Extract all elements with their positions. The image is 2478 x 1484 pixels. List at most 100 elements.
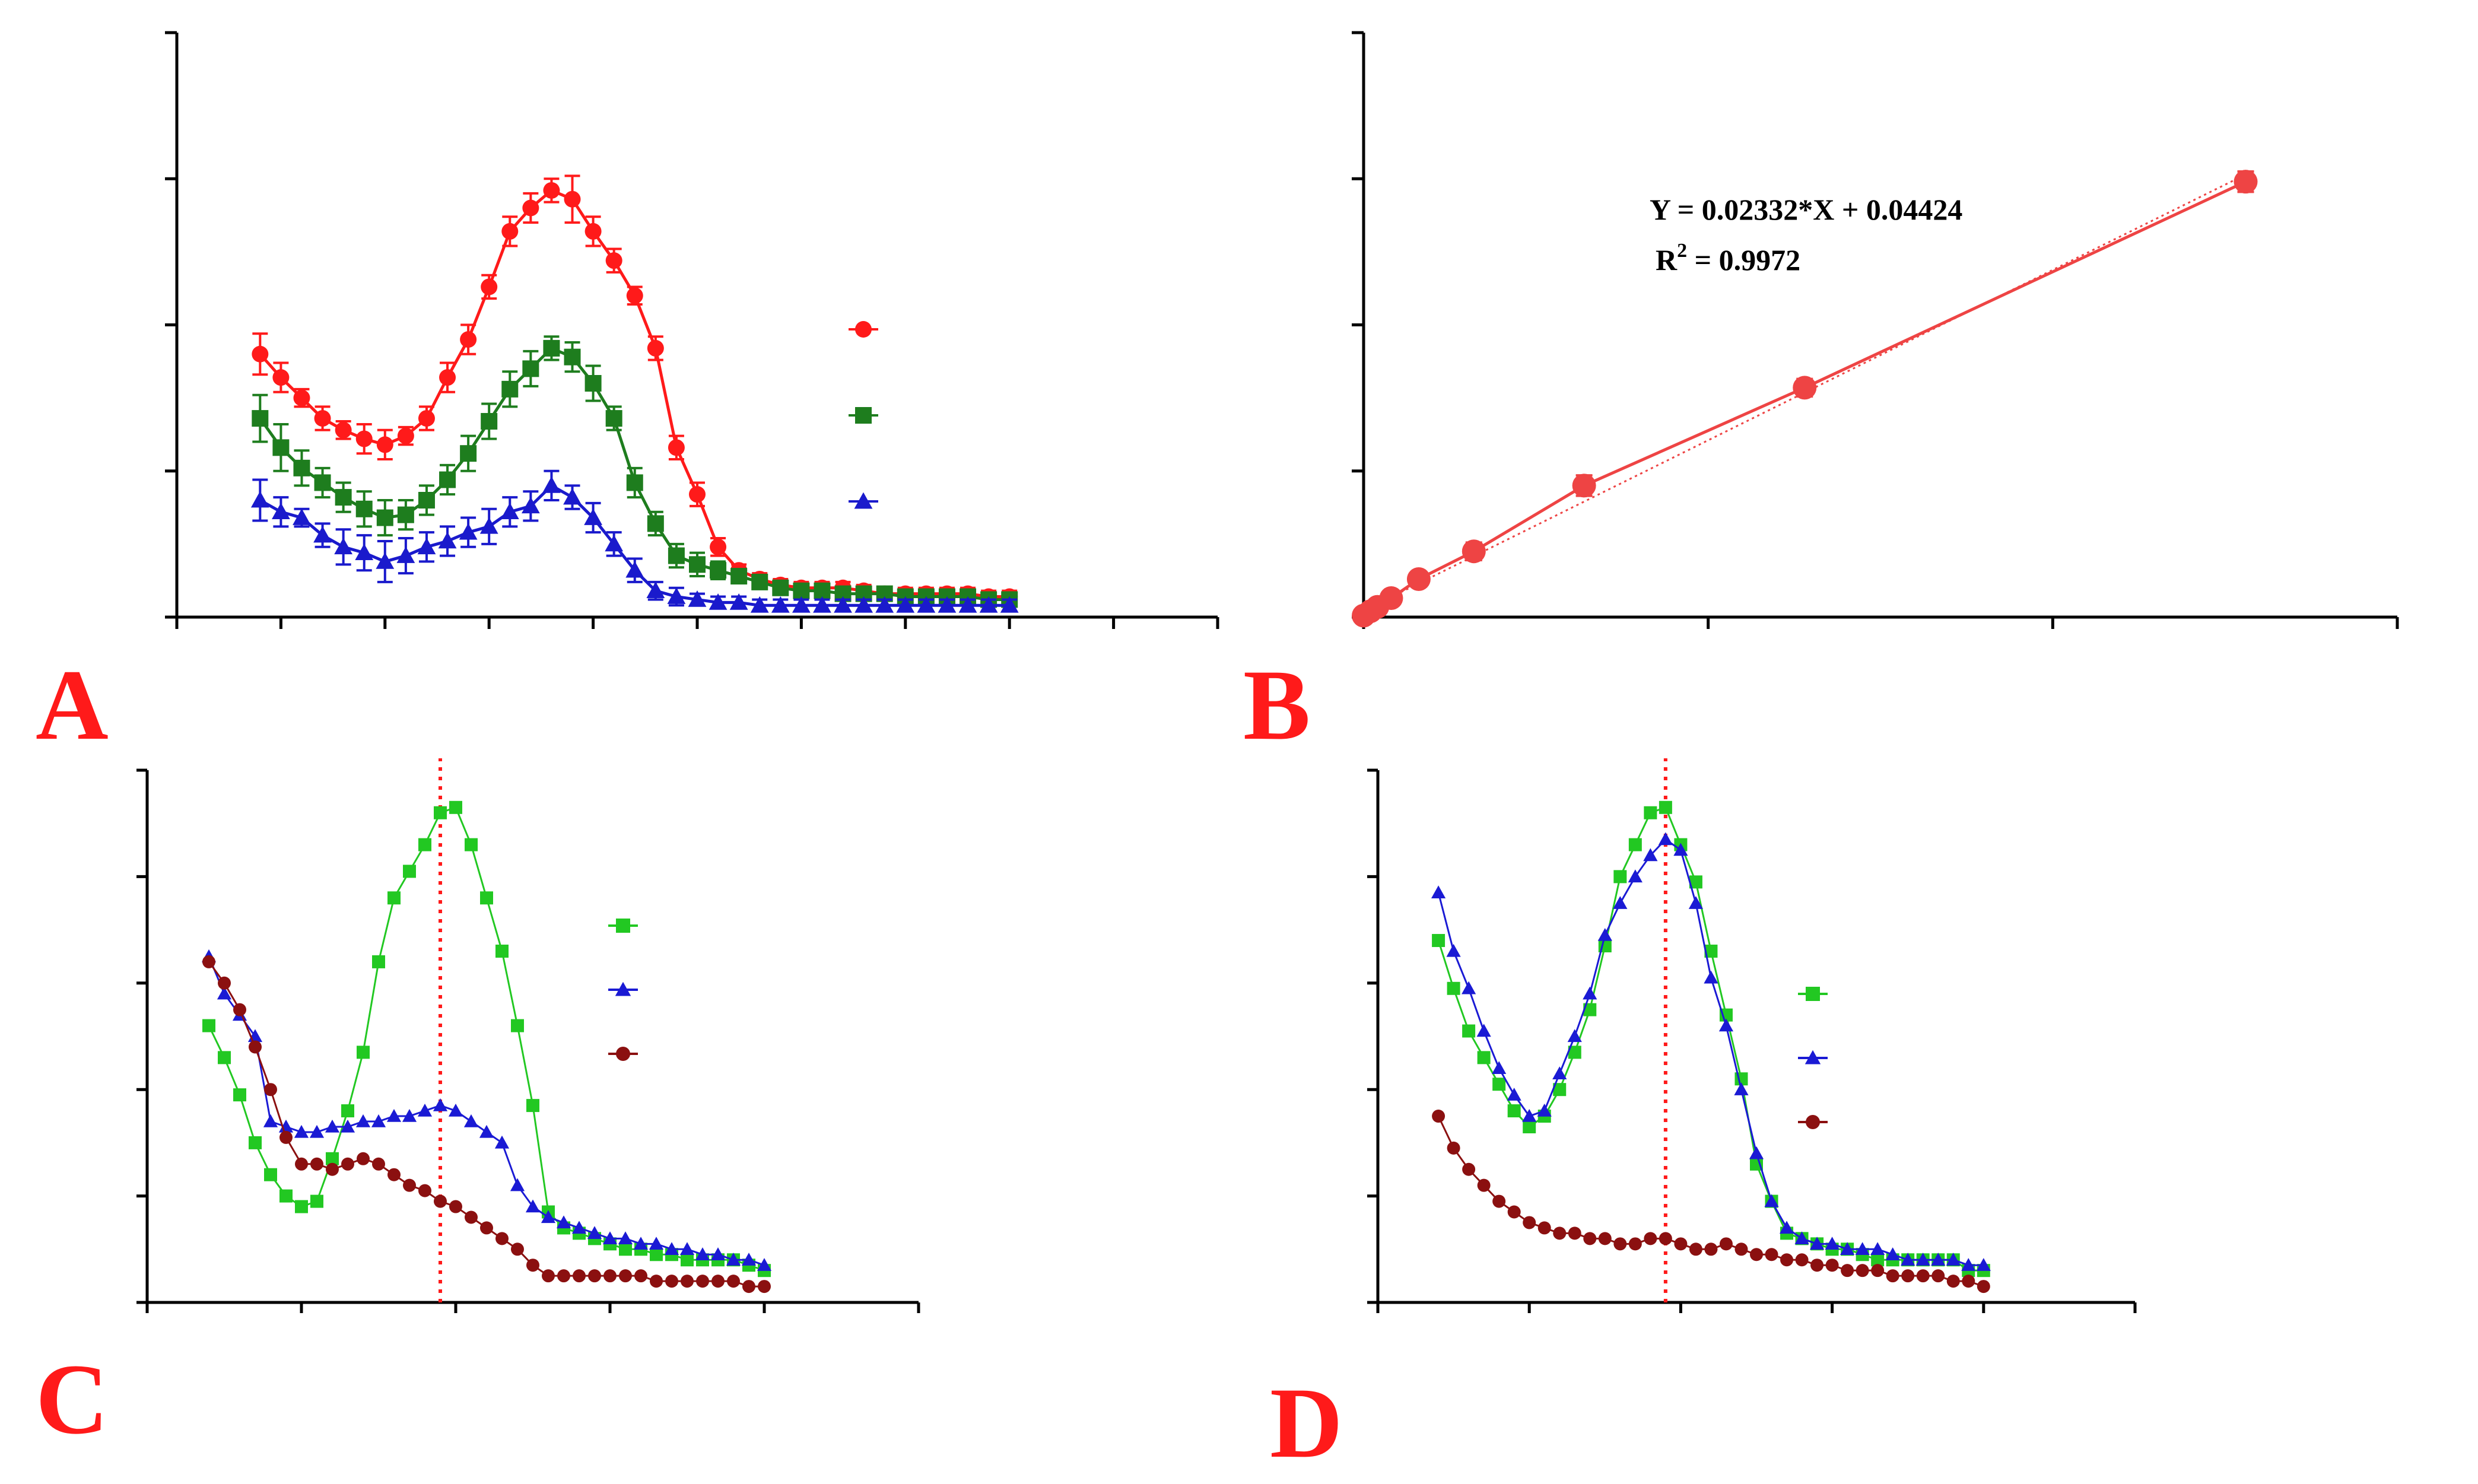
data-point xyxy=(335,421,352,438)
data-point xyxy=(1885,1247,1900,1260)
data-point xyxy=(438,532,457,549)
data-point xyxy=(1379,586,1403,610)
chart-panel-c xyxy=(136,758,920,1313)
data-point xyxy=(2234,170,2258,194)
data-point xyxy=(854,596,873,613)
data-point xyxy=(634,1269,647,1283)
data-point xyxy=(710,538,727,555)
data-point xyxy=(1462,981,1476,994)
data-point xyxy=(689,556,706,573)
data-point xyxy=(742,1280,755,1294)
data-point xyxy=(252,345,269,363)
data-point xyxy=(386,1108,402,1122)
data-point xyxy=(1841,1264,1854,1278)
data-point xyxy=(501,380,519,398)
data-point xyxy=(584,509,602,525)
data-point xyxy=(1734,1082,1749,1095)
data-point xyxy=(602,1231,618,1245)
data-point xyxy=(1523,1120,1536,1133)
data-point xyxy=(372,1157,385,1171)
data-point xyxy=(396,546,415,563)
data-point xyxy=(588,1269,601,1283)
data-point xyxy=(526,1099,539,1113)
data-point xyxy=(542,1269,555,1283)
data-point xyxy=(264,1083,277,1097)
data-point xyxy=(1583,1003,1597,1016)
data-point xyxy=(1886,1269,1899,1283)
data-point xyxy=(202,955,215,968)
data-point xyxy=(272,369,290,386)
chart-panel-b: Y = 0.02332*X + 0.04424 R2 = 0.9972 xyxy=(1352,31,2399,629)
legend-marker xyxy=(616,1047,630,1061)
data-point xyxy=(1718,1018,1734,1032)
data-point xyxy=(459,523,478,540)
data-point xyxy=(1628,838,1642,851)
data-point xyxy=(293,509,311,525)
data-point xyxy=(463,1114,479,1127)
r-squared-value: = 0.9972 xyxy=(1687,243,1800,277)
data-point xyxy=(449,1200,462,1213)
data-point xyxy=(434,806,447,819)
data-point xyxy=(1901,1253,1915,1266)
data-point xyxy=(605,410,622,427)
data-point xyxy=(341,1157,354,1171)
data-point xyxy=(564,348,581,366)
data-point xyxy=(729,593,748,610)
data-point xyxy=(619,1243,632,1256)
data-point xyxy=(625,561,644,578)
data-point xyxy=(917,596,936,613)
data-point xyxy=(418,410,435,427)
data-point xyxy=(1961,1258,1976,1271)
data-point xyxy=(480,891,493,905)
data-point xyxy=(326,1152,339,1165)
data-point xyxy=(341,1104,354,1118)
data-point xyxy=(1553,1226,1567,1240)
regression-fit-line xyxy=(1363,173,2247,612)
data-point xyxy=(397,427,414,444)
data-point xyxy=(1507,1205,1521,1219)
data-point xyxy=(1825,1259,1839,1272)
data-point xyxy=(1537,1221,1551,1235)
data-point xyxy=(772,579,789,596)
data-point xyxy=(696,1275,709,1288)
data-point xyxy=(1901,1269,1915,1283)
data-point xyxy=(403,1178,416,1192)
data-point xyxy=(1810,1259,1824,1272)
data-point xyxy=(418,1184,431,1197)
data-point xyxy=(1553,1083,1567,1097)
data-point xyxy=(313,526,332,543)
data-point xyxy=(1809,1237,1825,1250)
data-point xyxy=(1976,1258,1991,1271)
data-point xyxy=(521,497,540,514)
data-point xyxy=(278,1119,294,1133)
data-point xyxy=(1931,1253,1946,1266)
data-point xyxy=(495,944,509,958)
data-point xyxy=(1840,1242,1855,1255)
data-point xyxy=(1644,806,1657,819)
data-point xyxy=(1492,1078,1506,1091)
data-point xyxy=(758,1280,771,1294)
data-point xyxy=(1946,1253,1961,1266)
data-point xyxy=(418,838,431,851)
data-point xyxy=(295,1200,308,1213)
data-point xyxy=(647,339,664,357)
data-point xyxy=(1537,1103,1552,1117)
legend-marker xyxy=(616,919,630,933)
data-point xyxy=(1567,1029,1582,1043)
data-point xyxy=(875,596,894,613)
data-point xyxy=(526,1259,539,1272)
data-point xyxy=(1462,1162,1476,1176)
data-point xyxy=(1719,1237,1733,1251)
data-point xyxy=(710,1247,726,1260)
data-point xyxy=(1659,800,1672,814)
data-point xyxy=(689,486,706,503)
data-point xyxy=(626,287,643,304)
data-point xyxy=(357,1152,370,1165)
data-point xyxy=(633,1237,649,1250)
data-point xyxy=(650,1275,663,1288)
data-point xyxy=(543,339,560,357)
legend-marker xyxy=(855,321,872,338)
data-point xyxy=(417,538,436,555)
data-point xyxy=(1507,1104,1521,1118)
